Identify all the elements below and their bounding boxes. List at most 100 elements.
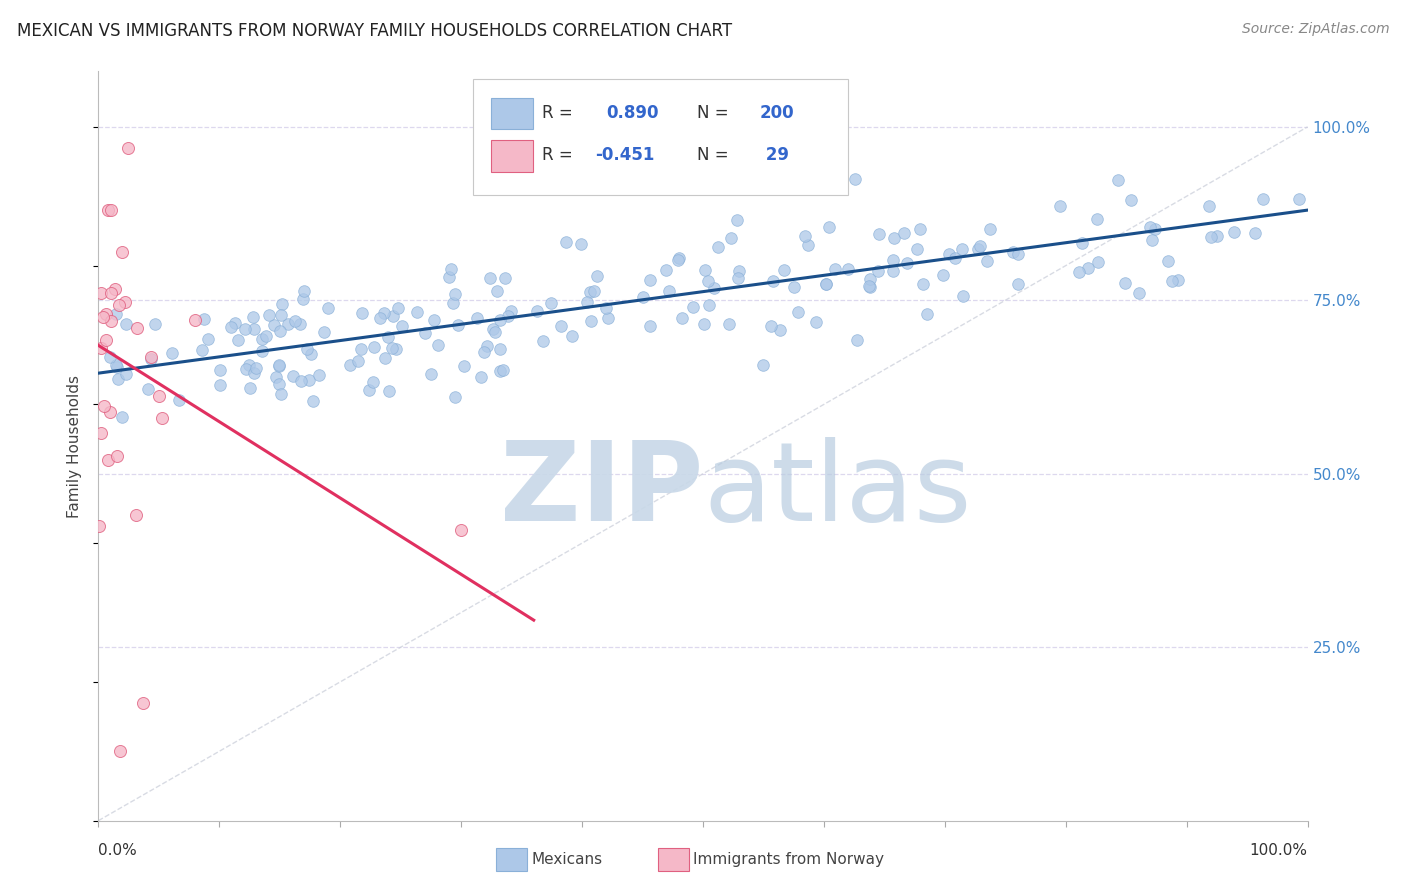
Point: [245, 361, 267, 376]
Point: [269, 358, 291, 372]
Point: [475, 339, 498, 353]
Point: [270, 387, 292, 401]
Point: [727, 264, 749, 278]
Point: [104, 282, 127, 296]
Point: [720, 231, 742, 245]
Point: [561, 329, 583, 343]
Point: [184, 313, 207, 327]
Point: [467, 311, 489, 326]
Point: [494, 271, 516, 285]
Point: [87, 519, 110, 533]
Point: [1161, 274, 1184, 288]
Point: [250, 332, 273, 346]
Point: [441, 295, 464, 310]
Point: [413, 326, 436, 340]
Point: [908, 221, 931, 235]
Point: [654, 263, 676, 277]
Point: [579, 285, 602, 300]
Point: [359, 384, 381, 398]
Point: [482, 321, 505, 335]
Point: [352, 306, 374, 320]
Point: [633, 290, 655, 304]
Point: [347, 354, 370, 368]
Point: [115, 317, 138, 331]
Point: [470, 370, 492, 384]
Point: [152, 411, 174, 425]
Point: [969, 238, 991, 252]
Point: [640, 319, 662, 334]
Point: [254, 328, 277, 343]
Point: [682, 300, 704, 314]
Text: 29: 29: [759, 146, 789, 164]
Text: 100.0%: 100.0%: [1250, 843, 1308, 858]
Point: [727, 271, 749, 285]
Point: [576, 294, 599, 309]
Point: [896, 255, 918, 269]
Point: [288, 317, 311, 331]
Point: [814, 277, 837, 292]
Point: [693, 317, 716, 331]
Point: [550, 318, 572, 333]
Point: [595, 301, 617, 316]
Y-axis label: Family Households: Family Households: [67, 375, 83, 517]
Point: [769, 323, 792, 337]
Point: [717, 317, 740, 331]
Point: [136, 382, 159, 396]
Point: [97, 453, 120, 467]
Point: [484, 325, 506, 339]
Point: [1085, 212, 1108, 227]
Point: [797, 237, 820, 252]
Point: [1007, 277, 1029, 292]
Point: [259, 308, 281, 322]
Point: [1199, 230, 1222, 244]
Point: [290, 375, 312, 389]
Point: [444, 287, 467, 301]
Point: [491, 363, 513, 377]
Point: [377, 329, 399, 343]
Point: [761, 274, 783, 288]
Point: [824, 261, 846, 276]
Point: [1119, 194, 1142, 208]
Point: [472, 344, 495, 359]
Point: [242, 322, 264, 336]
Point: [915, 307, 938, 321]
Point: [271, 297, 294, 311]
Point: [219, 320, 242, 334]
Point: [979, 222, 1001, 236]
Point: [100, 314, 122, 328]
Point: [297, 342, 319, 356]
Point: [1143, 222, 1166, 236]
Point: [266, 370, 288, 384]
Point: [882, 264, 904, 278]
Point: [361, 375, 384, 389]
Point: [406, 304, 429, 318]
Point: [793, 229, 815, 244]
Point: [94, 307, 117, 321]
Point: [98, 404, 121, 418]
Point: [110, 744, 132, 758]
Point: [1140, 233, 1163, 247]
Point: [1206, 229, 1229, 244]
Point: [235, 361, 257, 376]
Point: [228, 333, 250, 347]
Point: [339, 358, 361, 372]
Point: [569, 237, 592, 252]
Point: [846, 333, 869, 347]
Point: [191, 343, 214, 357]
Point: [1077, 260, 1099, 275]
Point: [844, 172, 866, 186]
Text: 0.0%: 0.0%: [98, 843, 138, 858]
Point: [932, 268, 955, 282]
Text: Source: ZipAtlas.com: Source: ZipAtlas.com: [1241, 22, 1389, 37]
Point: [440, 261, 463, 276]
Point: [90, 425, 112, 440]
Point: [759, 318, 782, 333]
Point: [209, 363, 232, 377]
Point: [239, 381, 262, 395]
Point: [815, 277, 838, 291]
Point: [1114, 276, 1136, 290]
Point: [148, 389, 170, 403]
Point: [308, 368, 330, 382]
Point: [967, 242, 990, 256]
Point: [100, 286, 122, 301]
